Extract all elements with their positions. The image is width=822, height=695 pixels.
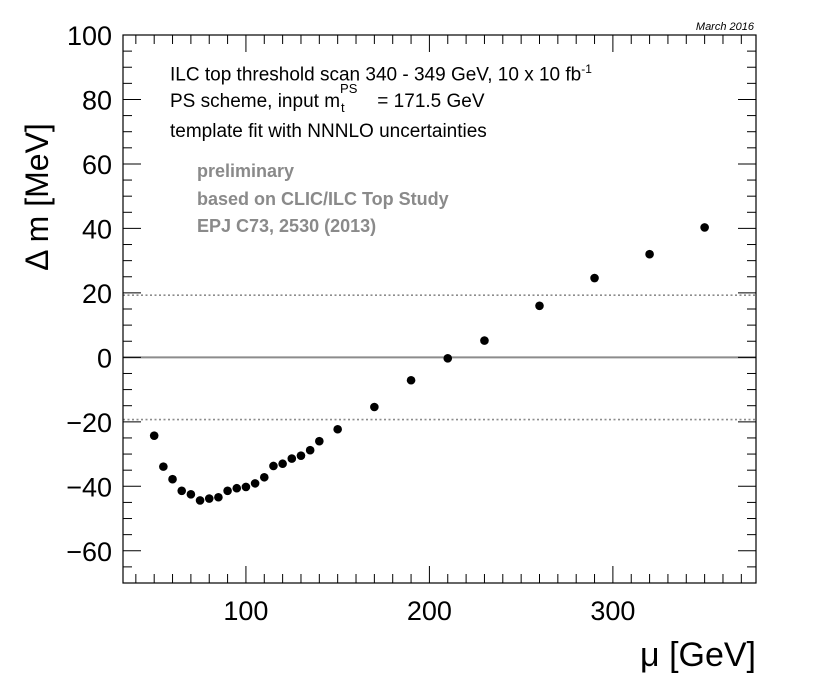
data-point: [214, 492, 223, 502]
x-axis-label: μ [GeV]: [640, 636, 756, 674]
y-tick-label: 20: [82, 279, 112, 309]
x-tick-label: 200: [407, 596, 452, 626]
date-stamp: March 2016: [696, 21, 755, 33]
data-points: [149, 223, 709, 505]
data-point: [204, 494, 214, 503]
data-point: [590, 273, 599, 283]
info-line-1: ILC top threshold scan 340 - 349 GeV, 10…: [170, 62, 592, 86]
data-point: [177, 486, 187, 496]
status-preliminary: preliminary: [197, 161, 295, 181]
data-point: [195, 496, 205, 505]
y-tick-label: −60: [66, 537, 112, 567]
data-point: [186, 490, 196, 499]
data-point: [159, 462, 168, 471]
data-point: [406, 375, 416, 385]
info-line-1-text: ILC top threshold scan 340 - 349 GeV, 10…: [170, 64, 582, 86]
data-point: [333, 424, 342, 434]
axis-ticks: [123, 34, 756, 584]
x-tick-label: 100: [223, 596, 268, 626]
data-point: [259, 472, 269, 482]
data-point: [269, 461, 278, 471]
info-line-1-sup: -1: [581, 62, 592, 76]
info-line-2-sub: t: [341, 100, 345, 115]
data-point: [296, 451, 306, 460]
status-study-reference: based on CLIC/ILC Top Study: [197, 189, 449, 209]
info-line-2-sup: PS: [340, 81, 358, 96]
status-journal-reference: EPJ C73, 2530 (2013): [197, 216, 377, 236]
data-point: [535, 301, 544, 311]
y-tick-label: 60: [82, 150, 112, 180]
data-point: [278, 459, 287, 469]
data-point: [443, 354, 453, 363]
data-point: [700, 223, 709, 232]
reference-lines: [123, 294, 756, 421]
info-line-2: PS scheme, input m PS t = 171.5 GeV: [170, 81, 485, 115]
y-axis-label: Δ m [MeV]: [19, 123, 55, 271]
info-line-2-tail: = 171.5 GeV: [372, 91, 485, 112]
x-tick-label: 300: [590, 596, 635, 626]
data-point: [149, 431, 159, 440]
data-point: [315, 436, 324, 446]
data-point: [232, 483, 242, 493]
data-point: [480, 336, 489, 345]
data-point: [241, 482, 251, 492]
y-tick-label: 40: [82, 214, 112, 244]
data-point: [250, 479, 260, 488]
data-point: [223, 486, 232, 496]
info-line-2-text: PS scheme, input m: [170, 91, 341, 112]
y-tick-label: 100: [67, 21, 112, 51]
info-line-3-text: template fit with NNNLO uncertainties: [170, 121, 487, 142]
data-point: [370, 402, 379, 412]
tick-labels: 100 200 300 −60 −40 −20 0 20 40 60 80 100: [66, 21, 635, 626]
info-line-3: template fit with NNNLO uncertainties: [170, 121, 487, 143]
y-tick-label: 80: [82, 85, 112, 115]
data-point: [645, 249, 654, 259]
data-point: [168, 474, 177, 484]
y-tick-label: −40: [66, 472, 112, 502]
data-point: [287, 454, 297, 463]
y-tick-label: −20: [66, 408, 112, 438]
data-point: [305, 445, 315, 455]
y-tick-label: 0: [97, 343, 112, 373]
